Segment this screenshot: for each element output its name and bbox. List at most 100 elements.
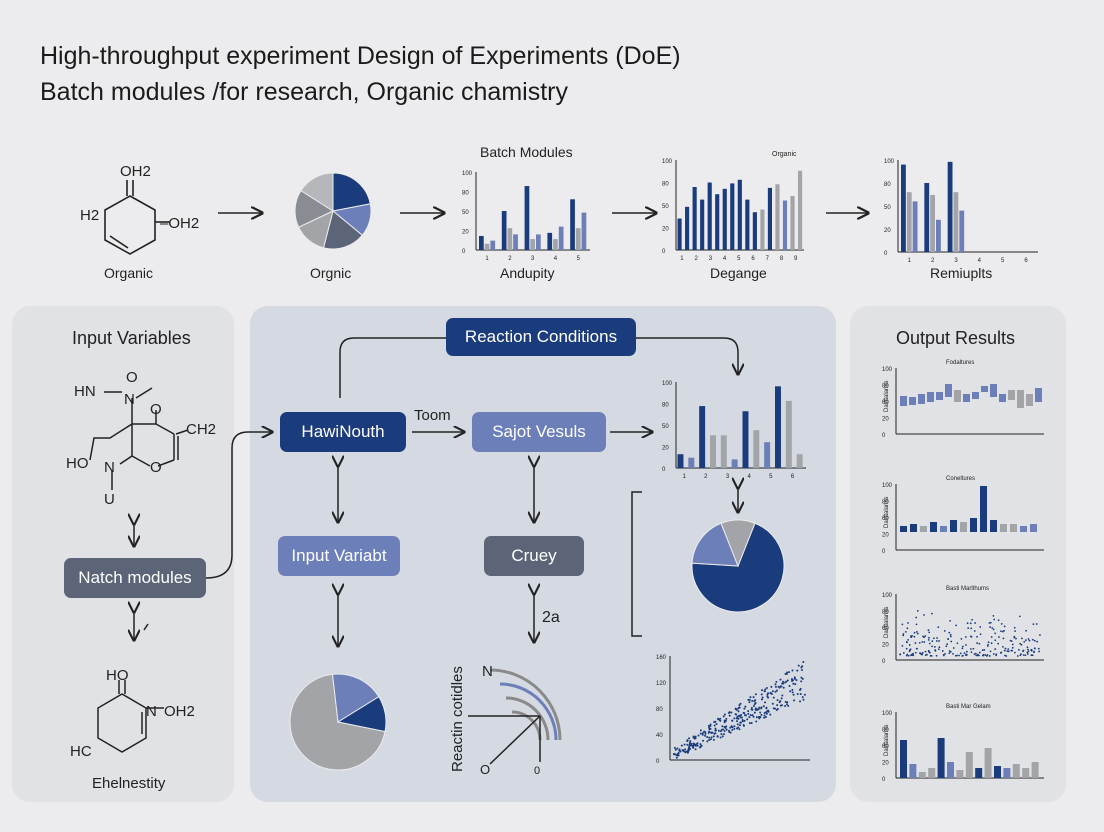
- mb-bar: [742, 411, 749, 468]
- tb2-bar: [700, 199, 705, 250]
- o3-point: [965, 644, 967, 646]
- o3-point: [1037, 647, 1040, 650]
- mp-slice: [691, 522, 739, 567]
- mid-pie-chart: [691, 519, 785, 613]
- o3-point: [990, 642, 993, 645]
- ms-point: [796, 669, 799, 672]
- ms-point: [762, 705, 765, 708]
- o3-point: [988, 655, 991, 657]
- tb3-tick-label: 6: [1024, 258, 1028, 264]
- o3-point: [997, 619, 1000, 622]
- side-label-2a: 2a: [542, 609, 560, 626]
- ms-point: [714, 729, 717, 732]
- o1-bar: [1017, 390, 1024, 408]
- o3-point: [938, 640, 940, 642]
- ms-point: [723, 721, 726, 724]
- o3-point: [928, 631, 931, 634]
- ms-point: [771, 690, 774, 693]
- mb-tick-label: 1: [683, 474, 687, 480]
- tb2-bar: [730, 183, 735, 250]
- o3-point: [927, 638, 930, 641]
- o4-bar: [1022, 768, 1030, 778]
- ms-point: [674, 748, 677, 751]
- ms-point: [712, 735, 715, 738]
- o2-bar: [950, 520, 957, 532]
- o4-bar: [947, 762, 954, 778]
- ms-point: [786, 701, 789, 704]
- o3-point: [932, 637, 935, 640]
- ms-point: [801, 665, 804, 668]
- natch-modules-button[interactable]: Natch modules: [64, 558, 206, 598]
- tb2-bar: [677, 218, 682, 250]
- ms-point: [738, 715, 741, 718]
- o3-point: [1019, 642, 1022, 645]
- mid-bar-chart: 0 20 50 80 100 1 2 3 4 5 6: [662, 381, 806, 480]
- o2-bar: [960, 522, 967, 532]
- ms-tick: 40: [656, 733, 663, 739]
- ms-point: [785, 673, 788, 676]
- atom-hc-bottom: HC: [70, 743, 92, 760]
- o3-point: [943, 629, 946, 632]
- top-mol-h2: H2: [80, 207, 99, 224]
- ms-point: [757, 708, 760, 711]
- ms-point: [739, 702, 742, 705]
- mb-tick: 0: [662, 467, 666, 473]
- cruey-box[interactable]: Cruey: [484, 536, 584, 576]
- o3-point: [1011, 643, 1014, 646]
- o3-point: [1007, 648, 1010, 650]
- o3-point: [913, 635, 916, 638]
- ms-point: [699, 732, 702, 735]
- ms-point: [688, 746, 691, 749]
- o3-point: [942, 653, 945, 656]
- lower-pie-chart: [289, 673, 387, 771]
- polar-vertical-label: Reactin cotidles: [449, 666, 466, 772]
- tb1-bar: [553, 239, 558, 250]
- tb3-tick: 100: [884, 159, 895, 165]
- o3-point: [906, 627, 909, 630]
- o1-bar: [945, 384, 952, 397]
- ms-point: [733, 727, 736, 730]
- ms-point: [723, 730, 726, 733]
- o3-point: [1004, 647, 1007, 650]
- o3-point: [910, 653, 913, 656]
- ms-point: [752, 705, 755, 708]
- o3-point: [941, 650, 944, 652]
- o3-point: [949, 619, 952, 622]
- o3-point: [1020, 637, 1023, 640]
- o3-point: [970, 627, 973, 630]
- o3-point: [1026, 646, 1029, 649]
- ms-point: [760, 698, 763, 701]
- ms-point: [765, 706, 768, 709]
- o3-point: [958, 654, 960, 657]
- o3-point: [944, 652, 946, 655]
- sajot-vesuls-box[interactable]: Sajot Vesuls: [472, 412, 606, 452]
- mb-bar: [775, 386, 781, 468]
- o2-bar: [910, 524, 917, 532]
- o3-point: [923, 641, 926, 643]
- tb1-bar: [536, 234, 541, 250]
- o3-tick: 80: [882, 610, 889, 616]
- ms-point: [731, 729, 734, 732]
- ms-point: [725, 717, 728, 720]
- o3-point: [1017, 648, 1020, 651]
- reaction-conditions-box[interactable]: Reaction Conditions: [446, 318, 636, 356]
- tb1-bar: [570, 199, 575, 250]
- o3-point: [915, 630, 918, 633]
- o3-point: [967, 627, 970, 630]
- ms-point: [791, 669, 794, 672]
- mb-bar: [796, 454, 803, 468]
- o3-point: [937, 648, 940, 651]
- o3-point: [907, 638, 910, 641]
- o3-point: [946, 643, 949, 646]
- atom-n-bottom: N: [146, 703, 157, 720]
- atom-n1: N: [124, 391, 135, 408]
- ms-point: [715, 723, 718, 726]
- input-variabt-box[interactable]: Input Variabt: [278, 536, 400, 576]
- mb-tick-label: 6: [791, 474, 795, 480]
- o2-bar: [1020, 526, 1027, 532]
- tb1-bar: [513, 234, 518, 250]
- ms-point: [702, 739, 705, 742]
- tb3-bar: [936, 219, 941, 252]
- hawinouth-box[interactable]: HawiNouth: [280, 412, 406, 452]
- top-mol-label: Organic: [104, 265, 153, 281]
